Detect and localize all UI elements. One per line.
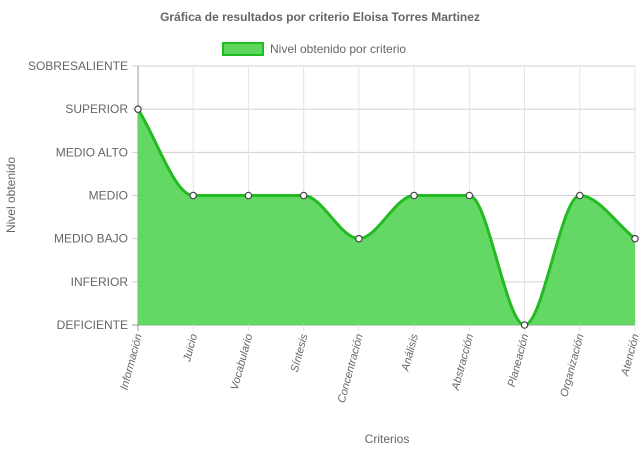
x-tick-label: Abstracción: [450, 333, 477, 393]
x-tick-label: Síntesis: [289, 332, 311, 373]
x-tick-label: Información: [118, 333, 144, 392]
data-point-5[interactable]: [410, 191, 418, 200]
legend-label[interactable]: Nivel obtenido por criterio: [270, 42, 406, 56]
y-tick-label: MEDIO BAJO: [54, 232, 128, 246]
data-point-1[interactable]: [189, 191, 198, 200]
data-point-3[interactable]: [299, 191, 308, 200]
plot-area: [136, 108, 636, 327]
x-tick-label: Vocabulario: [229, 333, 256, 392]
data-point-7[interactable]: [520, 321, 529, 329]
y-tick-label: MEDIO ALTO: [56, 145, 128, 159]
series-line: [136, 108, 636, 327]
data-point-0[interactable]: [134, 105, 142, 113]
y-tick-label: MEDIO: [89, 189, 128, 203]
data-point-6[interactable]: [465, 191, 474, 200]
data-point-2[interactable]: [244, 191, 253, 200]
data-point-8[interactable]: [575, 191, 584, 200]
x-axis-title: Criterios: [365, 432, 410, 446]
y-axis-title: Nivel obtenido: [4, 157, 18, 233]
data-point-4[interactable]: [355, 234, 363, 243]
x-axis-ticks: Información Juicio Vocabulario Síntesis Conc…: [118, 332, 639, 404]
x-tick-label: Juicio: [181, 333, 200, 364]
y-tick-label: INFERIOR: [71, 275, 129, 289]
chart-title: Gráfica de resultados por criterio Elois…: [160, 10, 480, 24]
x-tick-label: Atención: [619, 333, 639, 378]
y-tick-label: SOBRESALIENTE: [28, 59, 128, 73]
x-tick-label: Planeación: [506, 333, 532, 389]
y-axis-ticks: DEFICIENTE INFERIOR MEDIO BAJO MEDIO MEDIO A…: [28, 59, 128, 332]
x-tick-label: Análisis: [399, 332, 421, 373]
data-point-9[interactable]: [631, 234, 639, 243]
data-points: [134, 105, 639, 329]
y-tick-label: SUPERIOR: [65, 102, 128, 116]
x-tick-label: Organización: [558, 333, 586, 399]
y-tick-label: DEFICIENTE: [57, 318, 128, 332]
legend-swatch[interactable]: [222, 42, 264, 56]
x-tick-label: Concentración: [336, 333, 366, 405]
